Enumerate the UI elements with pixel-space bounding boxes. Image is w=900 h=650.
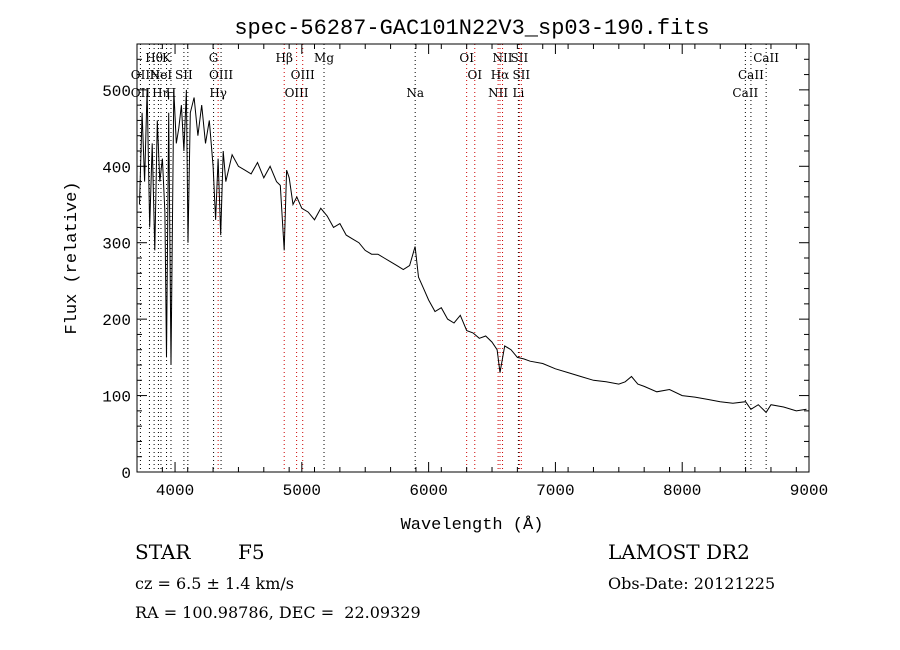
- obs-date-text: Obs-Date: 20121225: [608, 574, 776, 593]
- annotation-label: OI: [459, 51, 474, 65]
- x-tick-label: 6000: [409, 482, 447, 500]
- annotation-label: HeI: [150, 68, 173, 82]
- annotation-label: Hβ: [276, 51, 293, 65]
- spectrum-series-line: [139, 89, 807, 414]
- annotation-label: Hη: [152, 86, 170, 100]
- annotation-label: Hα: [491, 68, 510, 82]
- survey-label: LAMOST DR2: [608, 540, 750, 564]
- x-tick-label: 4000: [156, 482, 194, 500]
- axes: 4000 5000 6000 7000 8000 9000 0 100 200 300 400 500: [102, 43, 828, 500]
- annotation-label: CaII: [738, 68, 764, 82]
- x-tick-label: 7000: [536, 482, 574, 500]
- annotation-label: NII: [488, 86, 508, 100]
- annotation-label: CaII: [732, 86, 758, 100]
- plot-frame: [136, 43, 810, 473]
- y-tick-label: 0: [121, 465, 131, 483]
- annotation-label: Li: [512, 86, 524, 100]
- annotation-label: SII: [175, 68, 193, 82]
- annotation-label: G: [209, 51, 219, 65]
- line-annotations: OIIOIIHθNeHeIHηKHSIIGHγOIIIHβOIIIOIIIMgN…: [131, 44, 779, 472]
- annotation-label: CaII: [753, 51, 779, 65]
- annotation-label: OIII: [285, 86, 309, 100]
- annotation-label: Na: [406, 86, 424, 100]
- annotation-label: Mg: [314, 51, 334, 65]
- y-tick-label: 300: [102, 236, 131, 254]
- annotation-label: OIII: [209, 68, 233, 82]
- annotation-label: SII: [511, 51, 529, 65]
- y-tick-label: 500: [102, 83, 131, 101]
- annotation-label: H: [166, 86, 176, 100]
- class-label: STAR: [135, 540, 191, 564]
- chart-title: spec-56287-GAC101N22V3_sp03-190.fits: [234, 16, 709, 41]
- x-tick-label: 8000: [663, 482, 701, 500]
- y-tick-label: 200: [102, 312, 131, 330]
- subclass-label: F5: [238, 540, 265, 564]
- annotation-label: K: [162, 51, 172, 65]
- y-axis-label: Flux (relative): [63, 181, 82, 334]
- annotation-label: OIII: [291, 68, 315, 82]
- x-axis-label: Wavelength (Å): [401, 516, 544, 535]
- annotation-label: Ne: [150, 68, 168, 82]
- redshift-text: cz = 6.5 ± 1.4 km/s: [135, 574, 294, 593]
- x-tick-label: 9000: [790, 482, 828, 500]
- annotation-label: Hγ: [209, 86, 227, 100]
- y-tick-label: 400: [102, 159, 131, 177]
- annotation-label: SII: [512, 68, 530, 82]
- annotation-label: NII: [493, 51, 513, 65]
- y-tick-label: 100: [102, 389, 131, 407]
- annotation-label: Hθ: [145, 51, 163, 65]
- annotation-label: OI: [467, 68, 482, 82]
- coordinates-text: RA = 100.98786, DEC = 22.09329: [135, 603, 421, 622]
- x-tick-label: 5000: [283, 482, 321, 500]
